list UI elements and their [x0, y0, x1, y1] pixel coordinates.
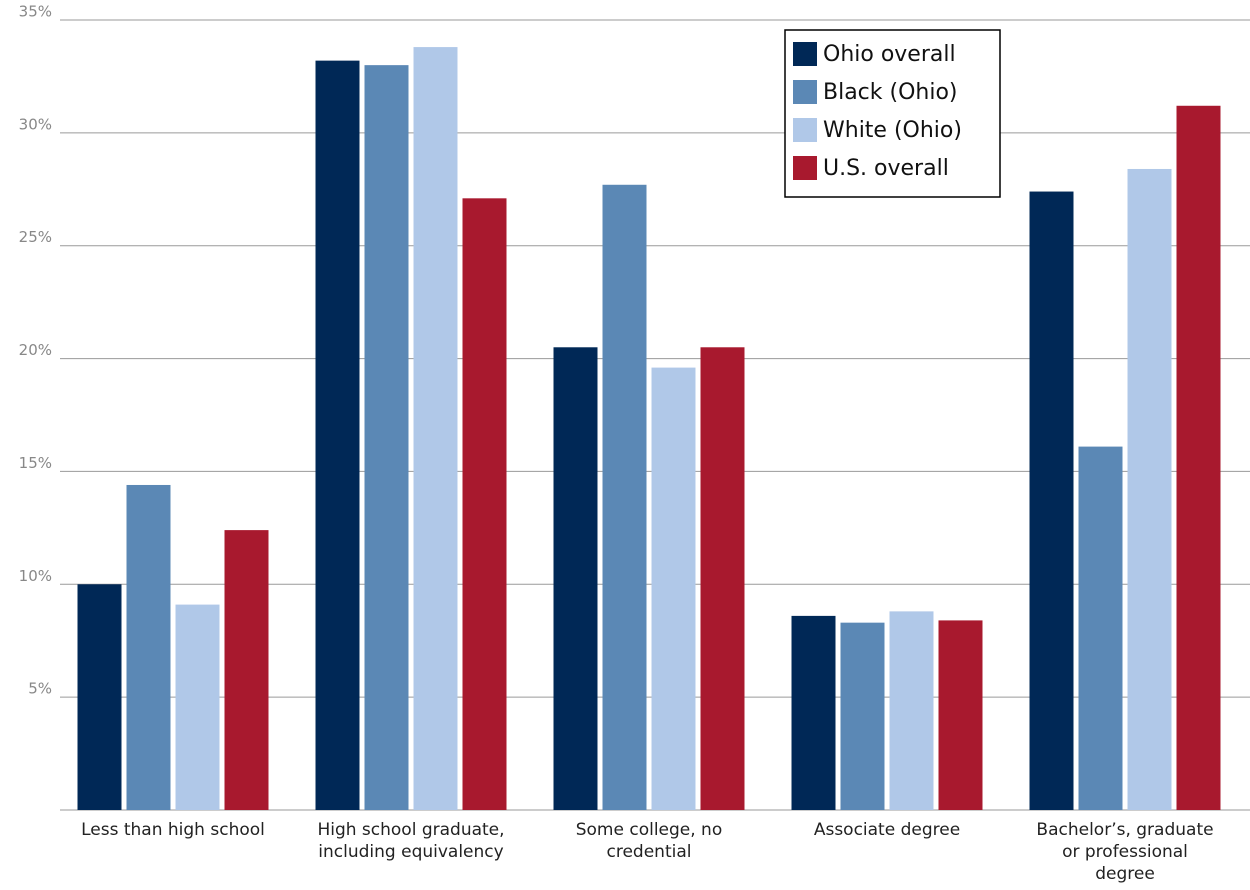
bar [413, 47, 458, 811]
y-tick-label: 35% [19, 3, 52, 21]
legend-swatch [793, 42, 817, 66]
bar [175, 604, 220, 810]
bar [602, 184, 647, 810]
legend-box [784, 29, 1001, 198]
bar [1127, 168, 1172, 810]
x-tick-label: Bachelor’s, graduate or professional deg… [1036, 820, 1214, 884]
y-tick-label: 15% [19, 454, 52, 472]
legend-label: White (Ohio) [823, 118, 962, 143]
legend-label: Black (Ohio) [823, 80, 958, 105]
bar [791, 615, 836, 810]
legend-swatch [793, 118, 817, 142]
legend-swatch [793, 156, 817, 180]
bar [462, 198, 507, 811]
bar [315, 60, 360, 811]
legend-label: Ohio overall [823, 42, 956, 67]
bar [364, 65, 409, 810]
bar [1176, 105, 1221, 811]
bar [700, 347, 745, 810]
x-tick-label: High school graduate, including equivale… [317, 820, 505, 862]
bar [938, 620, 983, 810]
bar [126, 484, 171, 810]
y-tick-label: 5% [28, 680, 52, 698]
bar [651, 367, 696, 810]
x-tick-label: Some college, no credential [575, 820, 723, 862]
legend-label: U.S. overall [823, 156, 949, 181]
y-tick-label: 10% [19, 567, 52, 585]
bar [553, 347, 598, 810]
x-tick-label: Less than high school [81, 820, 265, 840]
x-tick-label: Associate degree [813, 820, 961, 840]
bar [224, 530, 269, 810]
bar [889, 611, 934, 810]
y-tick-label: 25% [19, 228, 52, 246]
y-tick-label: 30% [19, 115, 52, 133]
bar [1078, 446, 1123, 810]
legend-swatch [793, 80, 817, 104]
bar [840, 622, 885, 810]
y-tick-label: 20% [19, 341, 52, 359]
bar [77, 584, 122, 810]
bar [1029, 191, 1074, 811]
